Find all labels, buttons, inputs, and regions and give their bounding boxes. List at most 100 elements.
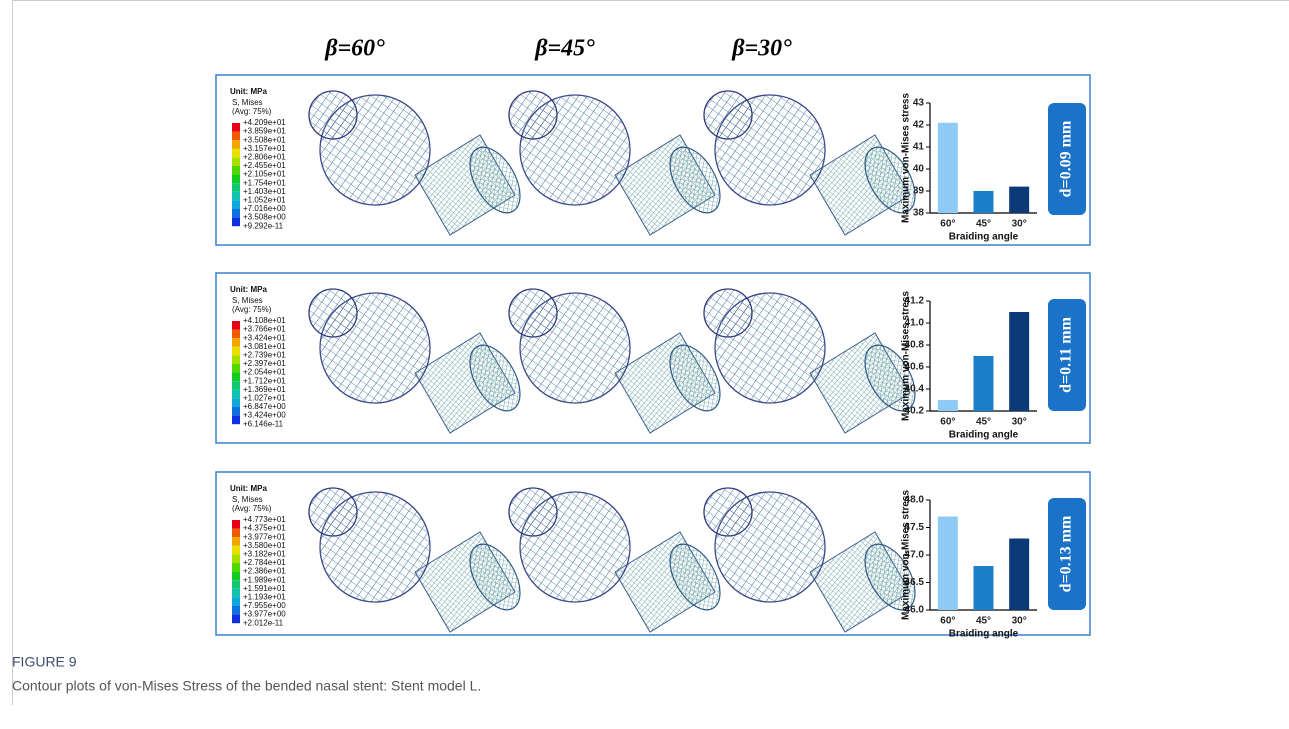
legend-unit: Unit: MPa	[230, 285, 267, 294]
colorbar-segment	[232, 166, 240, 175]
colorbar-segment	[232, 554, 240, 563]
colorbar-segment	[232, 398, 240, 407]
stent-mesh	[309, 488, 357, 536]
colorbar-segment	[232, 192, 240, 201]
x-tick-label: 30°	[1012, 417, 1027, 428]
legend-averaging: (Avg: 75%)	[232, 107, 272, 116]
x-axis-label: Braiding angle	[949, 430, 1019, 441]
x-tick-label: 45°	[976, 219, 991, 230]
stent-model	[309, 91, 530, 235]
colorbar-segment	[232, 390, 240, 399]
x-axis-label: Braiding angle	[949, 629, 1019, 640]
stent-mesh	[704, 488, 752, 536]
colorbar-segment	[232, 218, 240, 227]
bar	[1009, 539, 1029, 611]
x-tick-label: 45°	[976, 616, 991, 627]
bar	[938, 517, 958, 611]
bar	[974, 191, 994, 213]
thickness-label: d=0.13 mm	[1058, 515, 1075, 592]
colorbar-segment	[232, 563, 240, 572]
legend-variable: S, Mises	[232, 296, 263, 305]
legend-value: +6.146e-11	[243, 419, 284, 428]
colorbar-segment	[232, 140, 240, 149]
stent-mesh	[704, 91, 752, 139]
caption-text: Contour plots of von-Mises Stress of the…	[12, 678, 481, 694]
bar	[938, 400, 958, 411]
bar	[974, 566, 994, 610]
colorbar-segment	[232, 606, 240, 615]
column-header: β=60°	[324, 36, 385, 62]
figure-page: β=60° β=45° β=30° FIGURE 9 Contour plots…	[0, 0, 1289, 729]
stent-model	[704, 289, 925, 433]
legend-unit: Unit: MPa	[230, 484, 267, 493]
colorbar-segment	[232, 416, 240, 425]
stent-model	[509, 289, 730, 433]
colorbar-segment	[232, 183, 240, 192]
colorbar-segment	[232, 132, 240, 141]
colorbar-segment	[232, 149, 240, 158]
stent-model	[704, 488, 925, 632]
colorbar-segment	[232, 381, 240, 390]
stent-model	[309, 488, 530, 632]
legend-value: +9.292e-11	[243, 221, 284, 230]
y-tick-label: 38	[913, 208, 925, 219]
colorbar-segment	[232, 597, 240, 606]
colorbar-segment	[232, 200, 240, 209]
y-tick-label: 40	[913, 164, 925, 175]
stent-mesh	[309, 91, 357, 139]
x-tick-label: 60°	[940, 616, 955, 627]
y-axis-label: Maximum von-Mises stress	[901, 490, 912, 620]
x-tick-label: 60°	[940, 417, 955, 428]
legend-averaging: (Avg: 75%)	[232, 305, 272, 314]
stent-mesh	[509, 91, 557, 139]
stent-mesh	[704, 289, 752, 337]
colorbar-segment	[232, 537, 240, 546]
x-tick-label: 30°	[1012, 616, 1027, 627]
colorbar-segment	[232, 330, 240, 339]
bar	[974, 356, 994, 411]
y-tick-label: 43	[913, 98, 925, 109]
legend-averaging: (Avg: 75%)	[232, 504, 272, 513]
column-header: β=30°	[731, 36, 792, 62]
y-tick-label: 42	[913, 120, 925, 131]
colorbar-segment	[232, 407, 240, 416]
x-tick-label: 30°	[1012, 219, 1027, 230]
stent-mesh	[509, 289, 557, 337]
bar	[938, 123, 958, 213]
column-header: β=45°	[534, 36, 595, 62]
colorbar-segment	[232, 580, 240, 589]
colorbar-segment	[232, 546, 240, 555]
y-tick-label: 39	[913, 186, 925, 197]
colorbar-segment	[232, 321, 240, 330]
stent-model	[509, 488, 730, 632]
legend-unit: Unit: MPa	[230, 87, 267, 96]
colorbar-segment	[232, 157, 240, 166]
y-tick-label: 41	[913, 142, 925, 153]
colorbar-segment	[232, 123, 240, 132]
legend-value: +2.012e-11	[243, 618, 284, 627]
colorbar-segment	[232, 209, 240, 218]
caption-label: FIGURE 9	[12, 654, 77, 670]
colorbar-segment	[232, 572, 240, 581]
stent-mesh	[509, 488, 557, 536]
thickness-label: d=0.09 mm	[1058, 120, 1075, 197]
x-tick-label: 60°	[940, 219, 955, 230]
colorbar-segment	[232, 175, 240, 184]
y-axis-label: Maximum von-Mises stress	[901, 93, 912, 223]
bar	[1009, 312, 1029, 411]
stent-model	[509, 91, 730, 235]
colorbar-segment	[232, 347, 240, 356]
x-tick-label: 45°	[976, 417, 991, 428]
colorbar-segment	[232, 520, 240, 529]
colorbar-segment	[232, 373, 240, 382]
stent-model	[309, 289, 530, 433]
legend-variable: S, Mises	[232, 495, 263, 504]
legend-variable: S, Mises	[232, 98, 263, 107]
colorbar-segment	[232, 364, 240, 373]
x-axis-label: Braiding angle	[949, 232, 1019, 243]
y-axis-label: Maximum von-Mises stress	[901, 291, 912, 421]
colorbar-segment	[232, 355, 240, 364]
colorbar-segment	[232, 589, 240, 598]
stent-model	[704, 91, 925, 235]
colorbar-segment	[232, 338, 240, 347]
